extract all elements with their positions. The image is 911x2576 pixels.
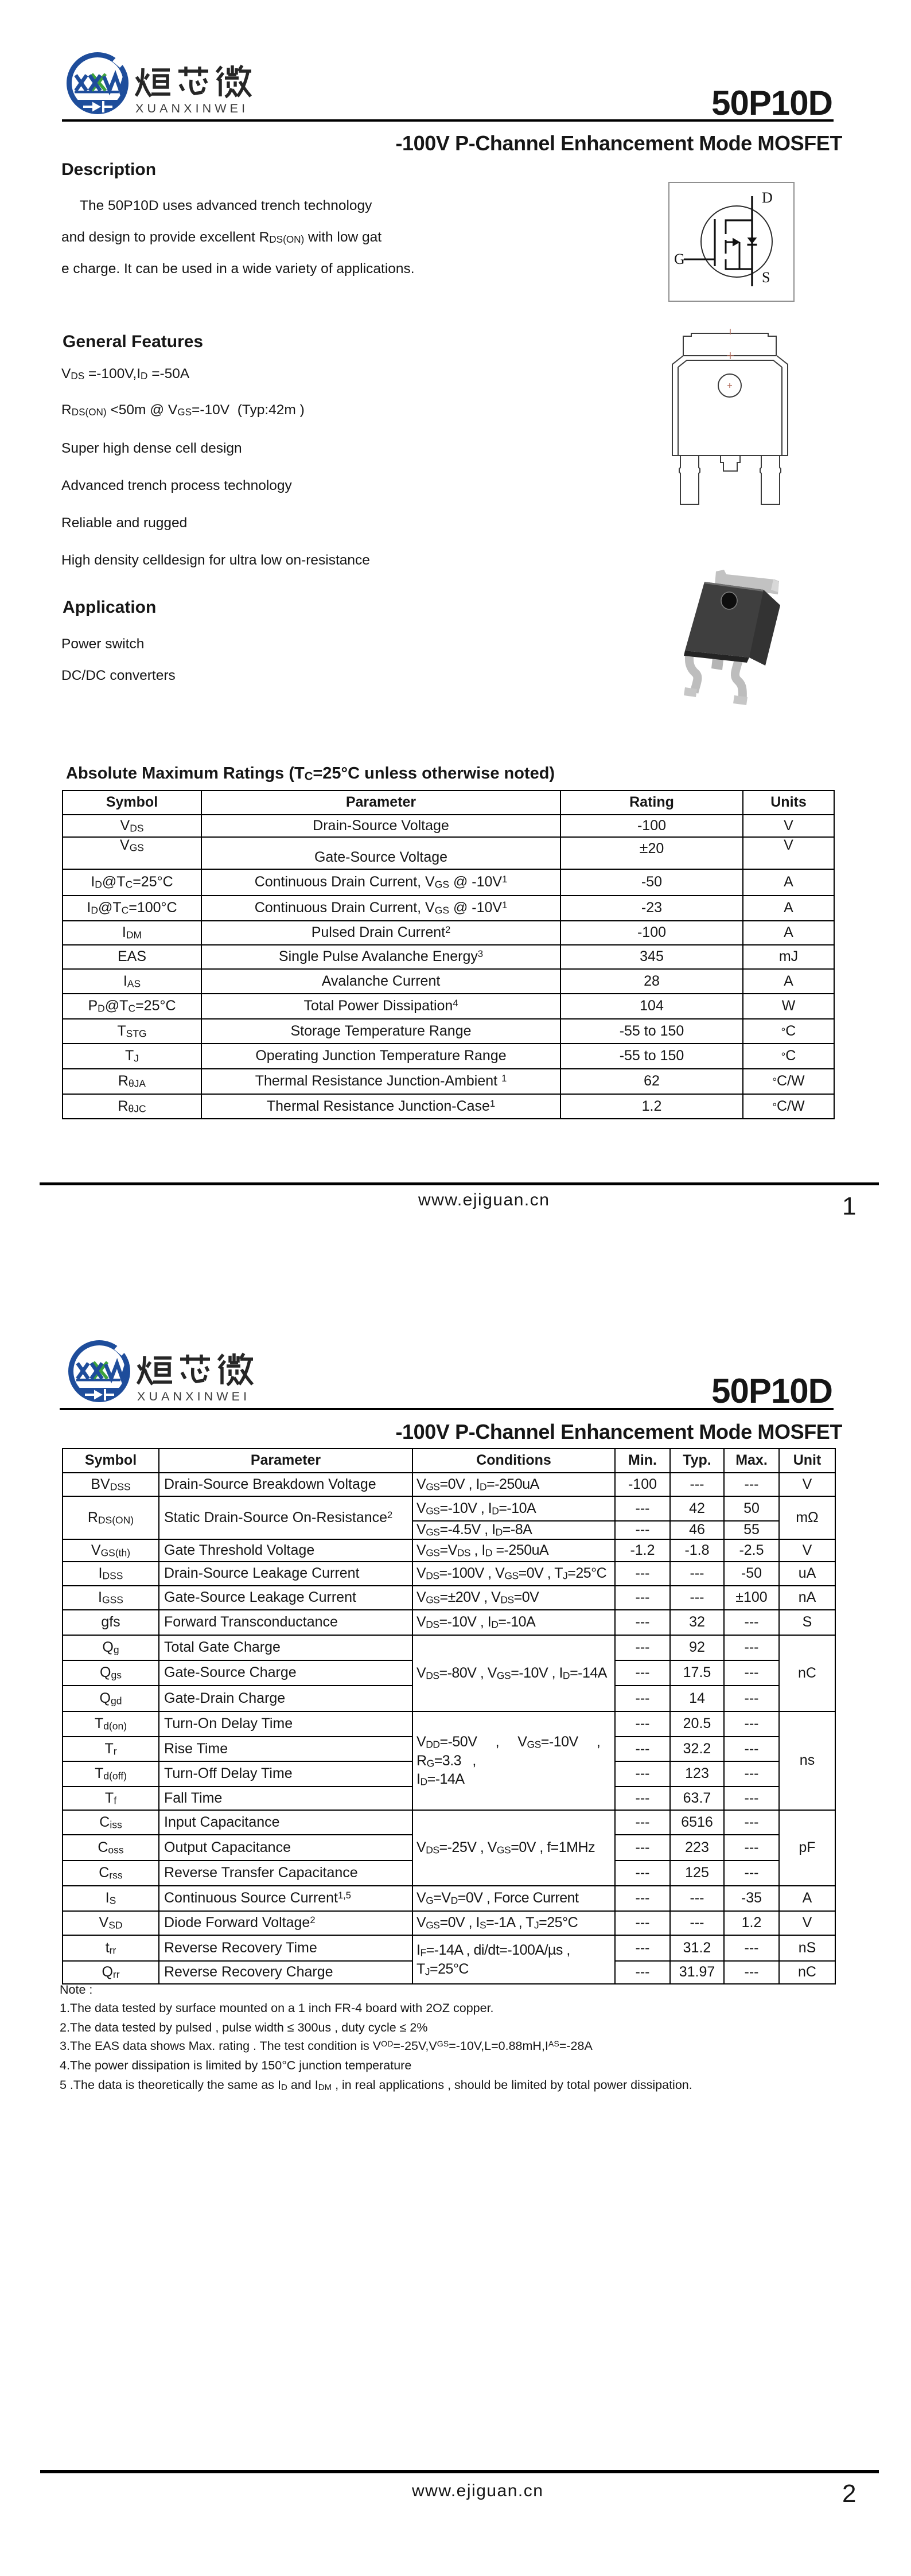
svg-text:S: S xyxy=(762,269,770,286)
svg-text:D: D xyxy=(762,189,773,206)
svg-text:XUANXINWEI: XUANXINWEI xyxy=(135,102,248,115)
svg-text:G: G xyxy=(674,251,685,267)
